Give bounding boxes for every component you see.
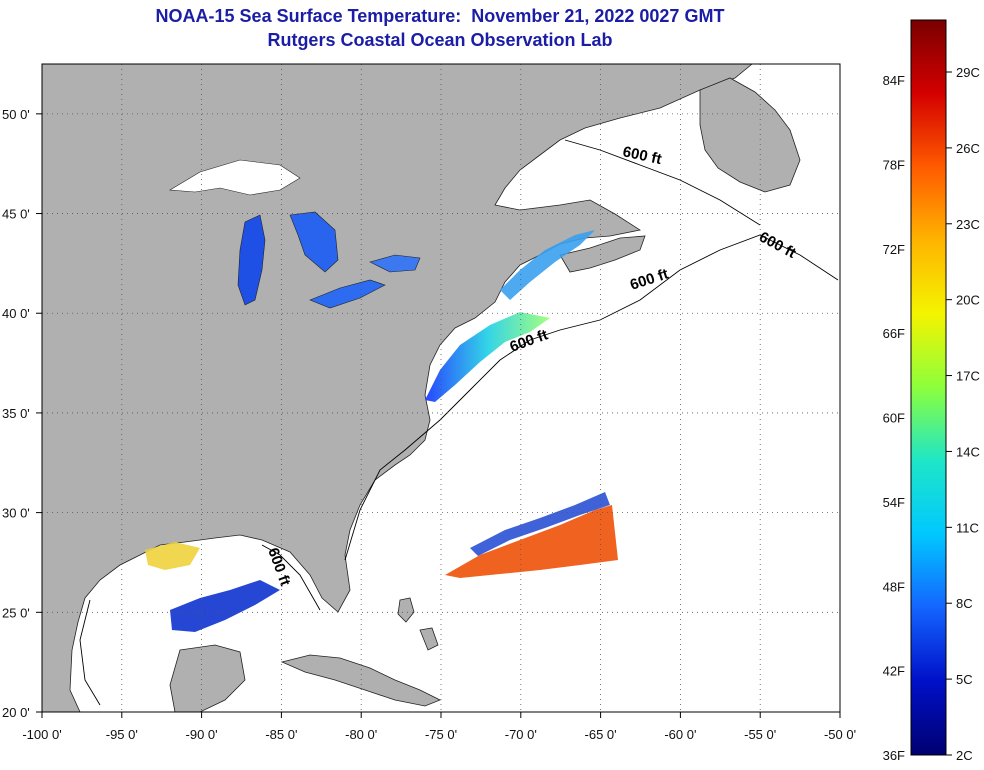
colorbar-fahrenheit-label: 42F [883, 664, 905, 679]
sst-swath-mid-atlantic [425, 312, 550, 402]
x-tick-label: -50 0' [824, 727, 856, 742]
x-tick-label: -60 0' [664, 727, 696, 742]
colorbar-celsius-label: 14C [956, 444, 980, 459]
newfoundland [699, 77, 801, 193]
colorbar-fahrenheit-label: 60F [883, 411, 905, 426]
x-tick-label: -55 0' [744, 727, 776, 742]
lat-lon-grid [42, 64, 840, 712]
map-subtitle: Rutgers Coastal Ocean Observation Lab [267, 30, 613, 50]
colorbar-fahrenheit-label: 36F [883, 748, 905, 763]
colorbar-scale [910, 19, 947, 756]
colorbar-fahrenheit-label: 54F [883, 495, 905, 510]
colorbar-celsius-label: 5C [956, 672, 973, 687]
lake-michigan [237, 214, 266, 306]
colorbar-fahrenheit-label: 84F [883, 73, 905, 88]
great-lakes [169, 159, 421, 309]
colorbar-celsius-label: 11C [956, 520, 979, 535]
x-tick-label: -75 0' [425, 727, 457, 742]
lake-erie [309, 279, 386, 309]
map-title: NOAA-15 Sea Surface Temperature: Novembe… [155, 6, 725, 26]
y-tick-label: 40 0' [2, 306, 30, 321]
y-tick-label: 50 0' [2, 107, 30, 122]
sst-swath-atlantic-north-edge [470, 492, 610, 556]
colorbar-fahrenheit-label: 72F [883, 242, 905, 257]
colorbar-celsius-label: 8C [956, 596, 973, 611]
sst-swath-gulf-south [170, 580, 280, 632]
sst-swath-gulf-west [145, 542, 200, 570]
longitude-axis: -100 0' -95 0' -90 0' -85 0' -80 0' -75 0' -70… [22, 712, 856, 742]
sst-swath-atlantic [445, 505, 618, 578]
colorbar-celsius-label: 26C [956, 141, 980, 156]
lake-huron [289, 211, 339, 273]
colorbar-fahrenheit-label: 66F [883, 326, 905, 341]
colorbar-celsius-label: 17C [956, 369, 980, 384]
y-tick-label: 30 0' [2, 506, 30, 521]
yucatan [169, 644, 246, 713]
x-tick-label: -70 0' [505, 727, 537, 742]
sst-swath-gulf-of-maine [500, 230, 595, 300]
y-tick-label: 20 0' [2, 705, 30, 720]
colorbar-fahrenheit-label: 78F [883, 157, 905, 172]
lake-ontario [369, 254, 421, 273]
x-tick-label: -95 0' [106, 727, 138, 742]
colorbar-celsius-label: 20C [956, 293, 980, 308]
nova-scotia [559, 235, 646, 273]
x-tick-label: -80 0' [345, 727, 377, 742]
bahamas [397, 597, 439, 651]
colorbar-celsius-label: 29C [956, 65, 980, 80]
y-tick-label: 45 0' [2, 207, 30, 222]
lake-superior [169, 159, 301, 196]
x-tick-label: -85 0' [265, 727, 297, 742]
x-tick-label: -65 0' [585, 727, 617, 742]
sst-data-swaths [145, 230, 618, 632]
latitude-axis: 50 0' 45 0' 40 0' 35 0' 30 0' 25 0' 20 0' [2, 107, 42, 720]
colorbar-celsius-label: 23C [956, 217, 980, 232]
depth-contour-600ft [79, 139, 839, 706]
colorbar-celsius-label: 2C [956, 748, 973, 763]
fahrenheit-labels: 84F 78F 72F 66F 60F 54F 48F 42F 36F [883, 73, 905, 763]
land-masses [41, 63, 801, 713]
cuba [280, 654, 441, 707]
celsius-labels: 29C 26C 23C 20C 17C 14C 11C 8C 5C 2C [946, 65, 980, 763]
y-tick-label: 35 0' [2, 406, 30, 421]
y-tick-label: 25 0' [2, 605, 30, 620]
colorbar-fahrenheit-label: 48F [883, 579, 905, 594]
x-tick-label: -90 0' [186, 727, 218, 742]
x-tick-label: -100 0' [22, 727, 61, 742]
